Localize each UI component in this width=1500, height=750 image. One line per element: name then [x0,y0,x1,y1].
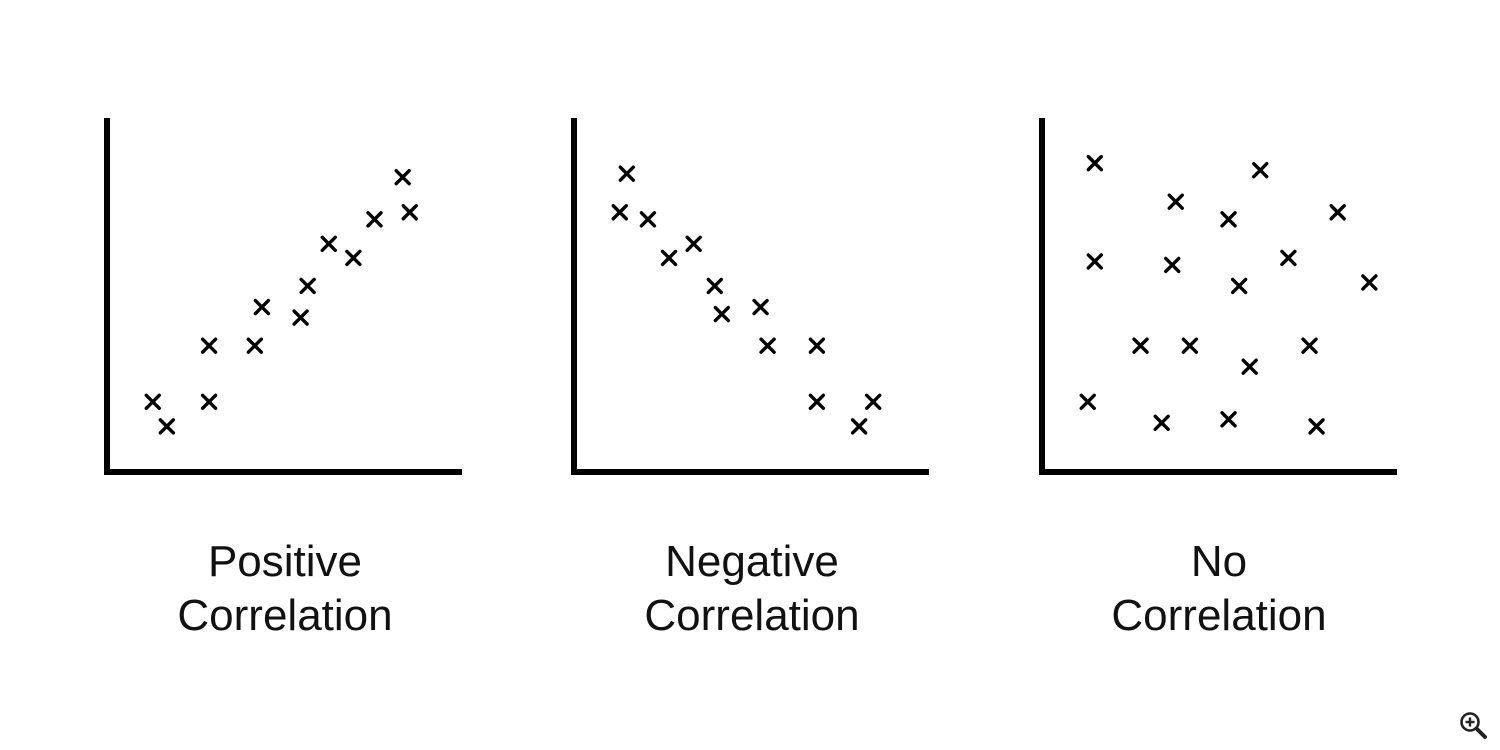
scatter-point [713,305,731,323]
axes-negative [571,118,929,475]
scatter-point [401,204,418,221]
scatter-point [394,168,411,186]
scatter-point [808,337,826,354]
scatter-point [292,309,309,326]
caption-line-1: No [1191,537,1247,586]
panel-positive-correlation: Positive Correlation [104,118,462,640]
caption-line-2: Correlation [177,591,392,640]
scatter-point [1086,253,1104,270]
scatter-point [865,393,882,410]
scatter-point [299,277,316,295]
scatter-point [639,211,657,228]
scatter-point [1241,358,1258,375]
scatter-point [1329,204,1346,221]
scatter-point [1220,211,1237,228]
scatter-point [660,249,678,267]
scatter-point [366,211,383,228]
zoom-in-icon[interactable] [1458,710,1488,740]
scatter-point [158,418,176,435]
scatter-point [1280,249,1297,267]
scatter-point [200,337,218,354]
points-positive [144,168,418,435]
scatter-point [1086,154,1104,172]
scatter-point [1361,274,1378,291]
caption-line-2: Correlation [1111,591,1326,640]
axes-positive [104,118,462,475]
panel-negative-correlation: Negative Correlation [571,118,929,640]
scatter-point [1153,414,1170,432]
scatter-point [1230,277,1248,295]
scatter-point [253,298,271,316]
axes-none [1039,118,1397,475]
scatter-point [1308,418,1325,435]
scatter-point [759,337,776,354]
caption-line-1: Positive [208,537,362,586]
scatter-point [320,235,337,253]
scatter-point [685,235,702,253]
scatter-point [1167,193,1184,210]
scatter-point [808,393,826,410]
points-negative [611,165,882,435]
caption-line-1: Negative [665,537,839,586]
scatter-point [1301,337,1318,354]
scatter-point [611,204,628,221]
scatter-point [1181,337,1199,354]
scatter-point [1220,411,1237,428]
scatter-point [618,165,635,182]
scatter-point [1252,161,1269,179]
scatter-point [200,393,218,410]
scatter-point [706,277,723,295]
scatter-point [752,298,769,316]
panel-no-correlation: No Correlation [1039,118,1397,640]
scatter-point [1164,256,1181,274]
points-none [1079,154,1378,435]
scatter-point [1079,393,1096,410]
scatter-point [246,337,264,354]
scatter-point [144,393,161,410]
caption-line-2: Correlation [644,591,859,640]
scatter-point [850,418,868,435]
scatter-point [1132,337,1149,354]
scatter-point [345,249,362,267]
